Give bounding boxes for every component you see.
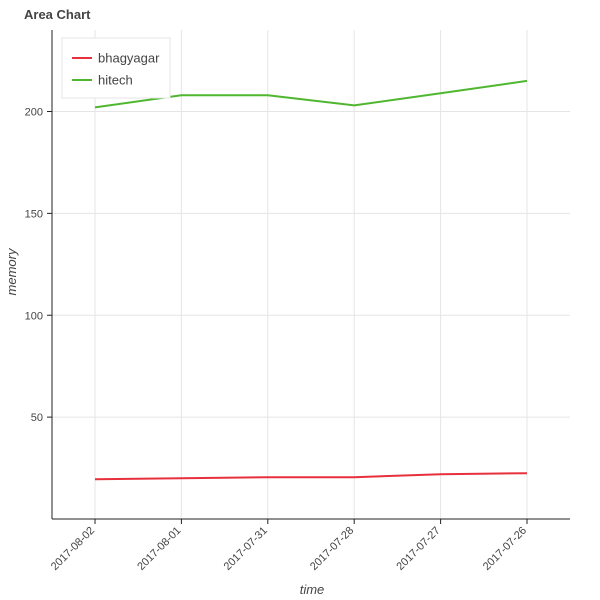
legend-label: bhagyagar bbox=[98, 51, 160, 66]
y-tick-label: 200 bbox=[25, 107, 43, 119]
legend-label: hitech bbox=[98, 73, 133, 88]
y-tick-label: 100 bbox=[25, 310, 43, 322]
legend: bhagyagar hitech bbox=[61, 37, 171, 99]
legend-box bbox=[61, 37, 171, 99]
grid bbox=[52, 30, 570, 519]
x-tick-label: 2017-07-28 bbox=[308, 525, 356, 573]
series-line-bhagyagar bbox=[94, 472, 528, 481]
y-axis-label: memory bbox=[4, 247, 19, 295]
chart-title: Area Chart bbox=[24, 7, 91, 22]
series-layer bbox=[94, 79, 528, 481]
x-tick-label: 2017-08-02 bbox=[49, 525, 97, 573]
x-tick-label: 2017-07-31 bbox=[222, 525, 270, 573]
x-tick-label: 2017-07-26 bbox=[481, 525, 529, 573]
y-tick-label: 50 bbox=[31, 412, 43, 424]
y-tick-label: 150 bbox=[25, 208, 43, 220]
x-tick-label: 2017-08-01 bbox=[135, 525, 183, 573]
x-tick-label: 2017-07-27 bbox=[394, 525, 442, 573]
x-axis-label: time bbox=[300, 582, 325, 597]
